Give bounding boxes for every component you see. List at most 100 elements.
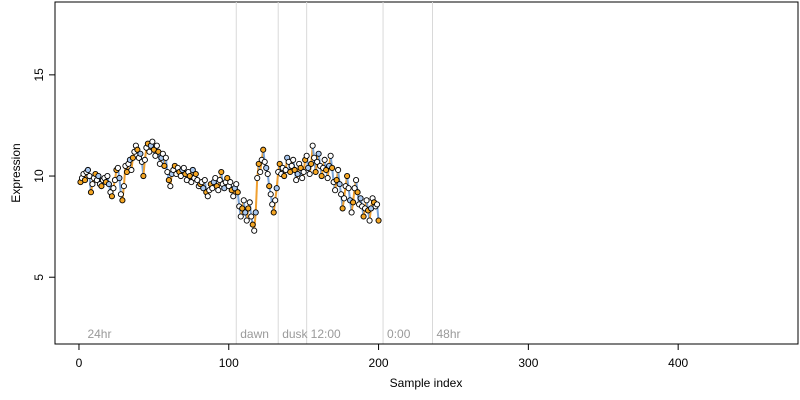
y-tick-label: 15: [32, 68, 46, 82]
data-point: [237, 213, 244, 220]
data-point: [351, 185, 358, 192]
data-point: [339, 205, 346, 212]
data-point: [353, 177, 360, 184]
data-point: [309, 142, 316, 149]
data-point: [269, 201, 276, 208]
data-point: [251, 227, 258, 234]
data-point: [288, 162, 295, 169]
data-point: [218, 168, 225, 176]
data-point: [114, 164, 121, 171]
data-point: [81, 177, 89, 184]
data-point: [291, 166, 298, 174]
data-point: [227, 179, 234, 186]
data-point: [270, 209, 277, 216]
data-point: [311, 154, 318, 161]
x-tick-label: 100: [219, 356, 239, 370]
data-point: [308, 160, 315, 167]
data-point: [149, 138, 156, 145]
annotation-label-2: dusk: [282, 327, 308, 341]
y-tick-label: 5: [32, 274, 46, 281]
data-point: [333, 177, 340, 184]
data-point: [329, 164, 336, 171]
data-point: [327, 152, 334, 159]
data-point: [230, 193, 237, 200]
data-point: [318, 172, 325, 180]
data-point: [165, 177, 172, 184]
data-point: [104, 172, 111, 180]
data-point: [257, 168, 264, 176]
data-point: [366, 217, 373, 224]
data-point: [272, 197, 279, 204]
data-point: [324, 175, 331, 182]
data-point: [116, 175, 123, 182]
data-point: [128, 166, 135, 174]
data-point: [240, 197, 247, 204]
series-segment: [122, 165, 127, 187]
data-point: [305, 164, 312, 171]
data-point: [252, 209, 259, 216]
data-point: [254, 175, 261, 182]
data-point: [120, 183, 127, 190]
data-point: [345, 185, 352, 192]
x-tick-label: 400: [668, 356, 688, 370]
y-tick-label: 10: [32, 169, 46, 183]
data-point: [249, 221, 256, 228]
x-tick-label: 300: [518, 356, 538, 370]
data-point: [167, 183, 174, 190]
data-point: [201, 177, 208, 184]
data-point: [110, 185, 117, 192]
x-tick-label: 0: [76, 356, 83, 370]
data-point: [290, 156, 297, 163]
data-point: [360, 213, 367, 220]
data-point: [87, 189, 95, 196]
data-point: [348, 209, 355, 216]
data-point: [297, 164, 304, 171]
data-point: [188, 179, 195, 186]
data-point: [243, 217, 250, 224]
data-point: [266, 183, 273, 190]
data-point: [245, 205, 252, 212]
data-point: [119, 197, 126, 204]
data-point: [153, 142, 160, 149]
data-point: [233, 181, 240, 188]
annotation-label-1: dawn: [240, 327, 269, 341]
y-axis-title: Expression: [9, 143, 23, 202]
data-point: [84, 166, 92, 174]
data-point: [189, 166, 196, 174]
data-point: [137, 150, 144, 157]
data-point: [354, 189, 361, 196]
x-axis-title: Sample index: [390, 376, 463, 390]
data-point: [323, 166, 330, 174]
data-point: [192, 170, 199, 178]
data-point: [263, 164, 270, 171]
data-point: [350, 199, 357, 206]
data-point: [216, 177, 223, 184]
data-point: [293, 177, 300, 184]
data-point: [141, 156, 148, 163]
data-point: [224, 175, 231, 182]
data-point: [134, 146, 141, 153]
data-point: [303, 152, 310, 159]
data-point: [204, 193, 211, 200]
data-point: [294, 170, 301, 178]
annotation-labels: 24hr dawn dusk 12:00 0:00 48hr: [87, 327, 460, 341]
data-point: [276, 160, 283, 167]
data-point: [299, 175, 306, 182]
annotation-label-5: 48hr: [436, 327, 460, 341]
data-point: [239, 205, 246, 212]
data-point: [314, 158, 321, 165]
data-point: [98, 183, 105, 190]
data-point: [344, 172, 351, 180]
data-point: [215, 187, 222, 194]
data-point: [264, 170, 271, 178]
data-point: [89, 181, 96, 188]
annotation-label-3: 12:00: [311, 327, 341, 341]
x-tick-label: 200: [369, 356, 389, 370]
data-point: [260, 146, 267, 153]
annotation-label-0: 24hr: [87, 327, 111, 341]
data-point: [281, 172, 288, 180]
data-point: [374, 201, 381, 208]
data-point: [336, 181, 343, 188]
